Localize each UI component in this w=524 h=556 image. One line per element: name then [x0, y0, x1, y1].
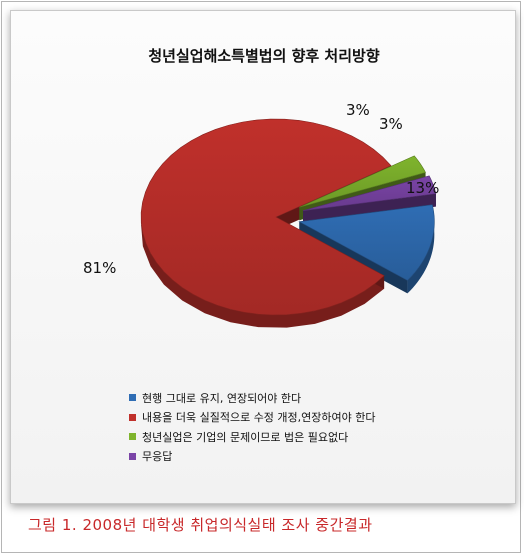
data-label-2: 81% [83, 259, 116, 277]
legend-item-2: 내용을 더욱 실질적으로 수정 개정,연장하여야 한다 [129, 408, 509, 428]
legend-swatch-4 [129, 452, 136, 460]
legend-swatch-1 [129, 394, 136, 402]
legend-item-3: 청년실업은 기업의 문제이므로 법은 필요없다 [129, 427, 509, 447]
pie-slice-wall-4-2 [302, 193, 436, 224]
legend-item-1: 현행 그대로 유지, 연장되어야 한다 [129, 388, 509, 408]
pie-slice-2 [140, 118, 392, 316]
chart-title: 청년실업해소특별법의 향후 처리방향 [148, 47, 380, 65]
pie-slice-1 [298, 204, 435, 281]
data-label-4: 3% [379, 115, 403, 133]
data-label-1: 13% [406, 179, 439, 197]
pie-slice-3 [299, 155, 426, 208]
legend-label-3: 청년실업은 기업의 문제이므로 법은 필요없다 [142, 430, 349, 444]
legend-swatch-3 [129, 433, 136, 441]
legend-label-4: 무응답 [142, 450, 173, 464]
pie-slice-4 [302, 175, 437, 211]
figure-caption: 그림 1. 2008년 대학생 취업의식실태 조사 중간결과 [28, 516, 373, 534]
legend-label-1: 현행 그대로 유지, 연장되어야 한다 [142, 391, 302, 405]
legend-item-4: 무응답 [129, 447, 509, 467]
pie-chart: 13% 81% 3% 3% [83, 101, 439, 328]
legend-swatch-2 [129, 413, 136, 421]
data-label-3: 3% [346, 101, 370, 119]
legend-label-2: 내용을 더욱 실질적으로 수정 개정,연장하여야 한다 [142, 411, 376, 425]
chart-panel: 청년실업해소특별법의 향후 처리방향 13% 81% 3% 3% 현행 그대로 유지,… [10, 10, 516, 504]
